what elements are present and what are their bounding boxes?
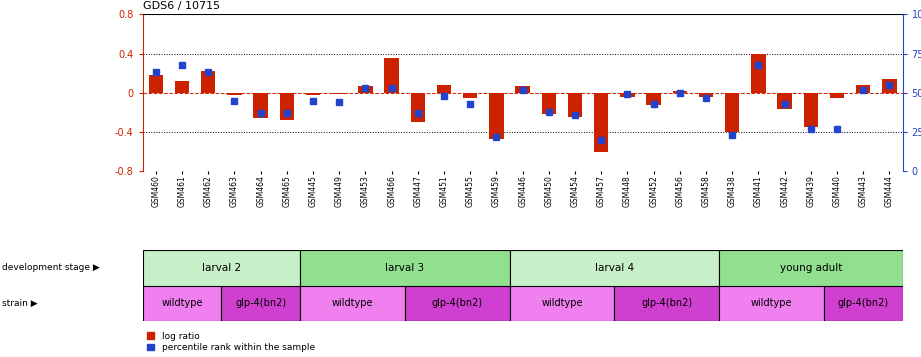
Bar <box>516 86 530 93</box>
Text: wildtype: wildtype <box>751 298 792 308</box>
Bar <box>647 93 661 105</box>
Bar <box>143 286 221 321</box>
Text: larval 3: larval 3 <box>385 263 425 273</box>
Text: wildtype: wildtype <box>332 298 373 308</box>
Bar <box>509 286 614 321</box>
Bar <box>882 79 897 93</box>
Bar <box>752 54 765 93</box>
Bar <box>300 286 404 321</box>
Bar <box>804 93 818 127</box>
Text: wildtype: wildtype <box>542 298 583 308</box>
Legend: log ratio, percentile rank within the sample: log ratio, percentile rank within the sa… <box>147 332 315 352</box>
Bar <box>777 93 792 109</box>
Bar <box>489 93 504 139</box>
Bar <box>358 86 373 93</box>
Bar <box>725 93 740 132</box>
Bar <box>221 286 300 321</box>
Bar <box>824 286 903 321</box>
Text: strain ▶: strain ▶ <box>2 299 38 308</box>
Bar <box>306 93 321 95</box>
Bar <box>509 250 719 286</box>
Bar <box>148 75 163 93</box>
Text: glp-4(bn2): glp-4(bn2) <box>641 298 693 308</box>
Bar <box>830 93 845 98</box>
Bar <box>437 85 451 93</box>
Bar <box>463 93 477 98</box>
Bar <box>672 91 687 93</box>
Bar <box>719 286 824 321</box>
Text: GDS6 / 10715: GDS6 / 10715 <box>143 1 220 11</box>
Text: development stage ▶: development stage ▶ <box>2 263 99 272</box>
Bar <box>411 93 426 122</box>
Bar <box>332 93 346 94</box>
Text: glp-4(bn2): glp-4(bn2) <box>432 298 483 308</box>
Bar <box>201 71 216 93</box>
Text: larval 4: larval 4 <box>595 263 634 273</box>
Text: glp-4(bn2): glp-4(bn2) <box>838 298 889 308</box>
Bar <box>614 286 719 321</box>
Text: larval 2: larval 2 <box>202 263 241 273</box>
Bar <box>699 93 713 97</box>
Text: young adult: young adult <box>780 263 842 273</box>
Bar <box>300 250 509 286</box>
Bar <box>280 93 294 120</box>
Bar <box>857 85 870 93</box>
Bar <box>404 286 509 321</box>
Bar <box>620 93 635 97</box>
Bar <box>143 250 300 286</box>
Bar <box>594 93 609 152</box>
Text: glp-4(bn2): glp-4(bn2) <box>235 298 286 308</box>
Bar <box>719 250 903 286</box>
Text: wildtype: wildtype <box>161 298 203 308</box>
Bar <box>568 93 582 117</box>
Bar <box>175 81 189 93</box>
Bar <box>253 93 268 118</box>
Bar <box>227 93 241 95</box>
Bar <box>384 59 399 93</box>
Bar <box>542 93 556 114</box>
